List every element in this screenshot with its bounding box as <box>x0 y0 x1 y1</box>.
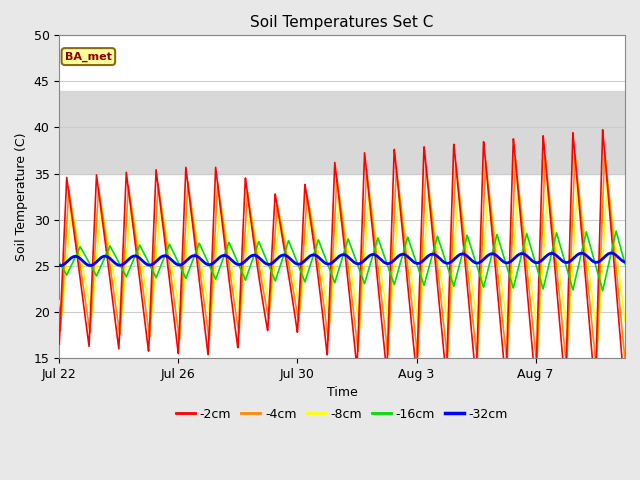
Y-axis label: Soil Temperature (C): Soil Temperature (C) <box>15 132 28 261</box>
Legend: -2cm, -4cm, -8cm, -16cm, -32cm: -2cm, -4cm, -8cm, -16cm, -32cm <box>171 403 513 426</box>
Title: Soil Temperatures Set C: Soil Temperatures Set C <box>250 15 434 30</box>
Text: BA_met: BA_met <box>65 51 112 62</box>
Bar <box>60 91 625 174</box>
X-axis label: Time: Time <box>327 386 358 399</box>
